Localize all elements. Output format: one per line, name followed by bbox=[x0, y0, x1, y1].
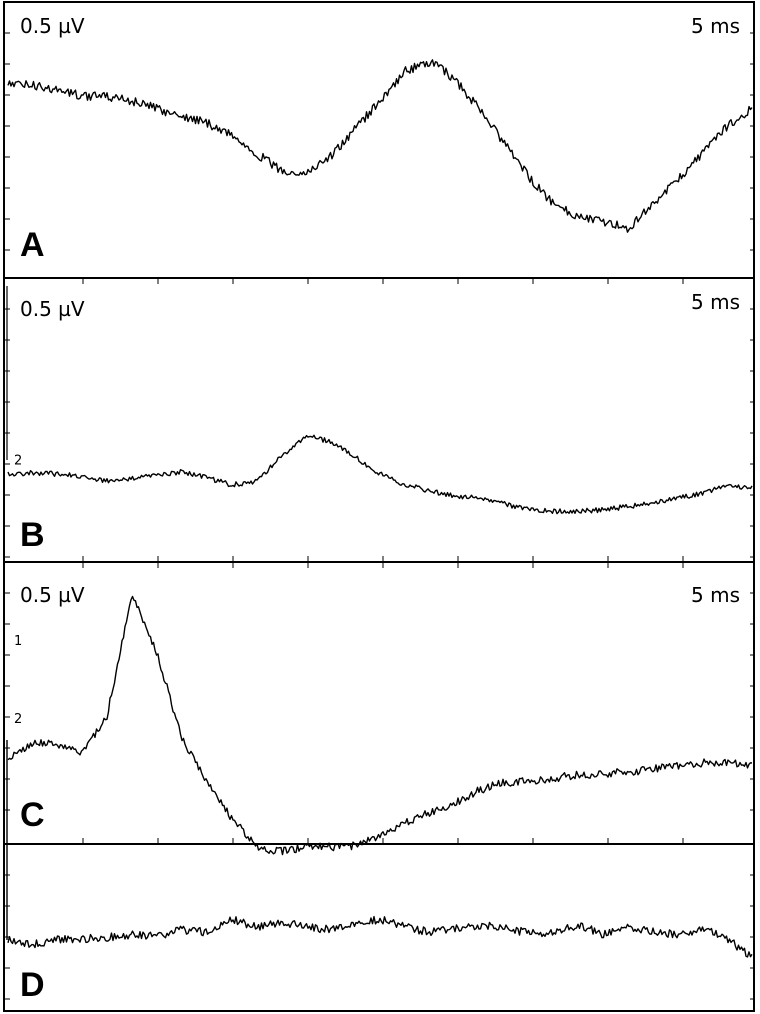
panel-a-trace bbox=[7, 59, 753, 233]
panel-c-letter: C bbox=[20, 796, 45, 834]
panel-b-frame bbox=[3, 277, 755, 563]
panel-c-trace bbox=[7, 595, 753, 856]
panel-b: 2 0.5 µV 5 ms B bbox=[3, 277, 755, 563]
panel-c-frame bbox=[3, 561, 755, 845]
panel-b-trace bbox=[7, 434, 753, 515]
panel-a-frame bbox=[3, 1, 755, 279]
panel-b-markers: 2 bbox=[14, 454, 22, 469]
panel-a: 0.5 µV 5 ms A bbox=[3, 1, 755, 279]
panel-a-amplitude-label: 0.5 µV bbox=[20, 14, 85, 38]
panel-d: D bbox=[3, 843, 755, 1012]
panel-c-time-label: 5 ms bbox=[691, 583, 740, 607]
panel-c-marker-label: 1 bbox=[14, 634, 22, 649]
panel-c: 12 0.5 µV 5 ms C bbox=[3, 561, 755, 856]
panel-b-time-label: 5 ms bbox=[691, 290, 740, 314]
panel-c-marker-label: 2 bbox=[14, 712, 22, 727]
panel-b-letter: B bbox=[20, 516, 45, 554]
panel-a-letter: A bbox=[20, 226, 45, 264]
panel-a-ticks bbox=[4, 32, 754, 251]
panel-d-trace bbox=[7, 915, 753, 958]
panel-c-ticks bbox=[4, 562, 754, 844]
panel-b-amplitude-label: 0.5 µV bbox=[20, 297, 85, 321]
panel-a-time-label: 5 ms bbox=[691, 14, 740, 38]
panel-b-ticks bbox=[4, 278, 754, 562]
panel-b-marker-label: 2 bbox=[14, 454, 22, 469]
panel-c-amplitude-label: 0.5 µV bbox=[20, 583, 85, 607]
panel-d-frame bbox=[3, 843, 755, 1012]
panel-d-letter: D bbox=[20, 966, 45, 1004]
panel-c-markers: 12 bbox=[14, 634, 22, 727]
